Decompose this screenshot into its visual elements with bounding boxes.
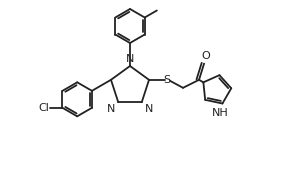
Text: NH: NH: [212, 108, 229, 117]
Text: Cl: Cl: [39, 103, 50, 113]
Text: N: N: [145, 104, 153, 114]
Text: N: N: [126, 54, 134, 64]
Text: O: O: [202, 51, 210, 61]
Text: N: N: [107, 104, 115, 114]
Text: S: S: [164, 75, 171, 85]
